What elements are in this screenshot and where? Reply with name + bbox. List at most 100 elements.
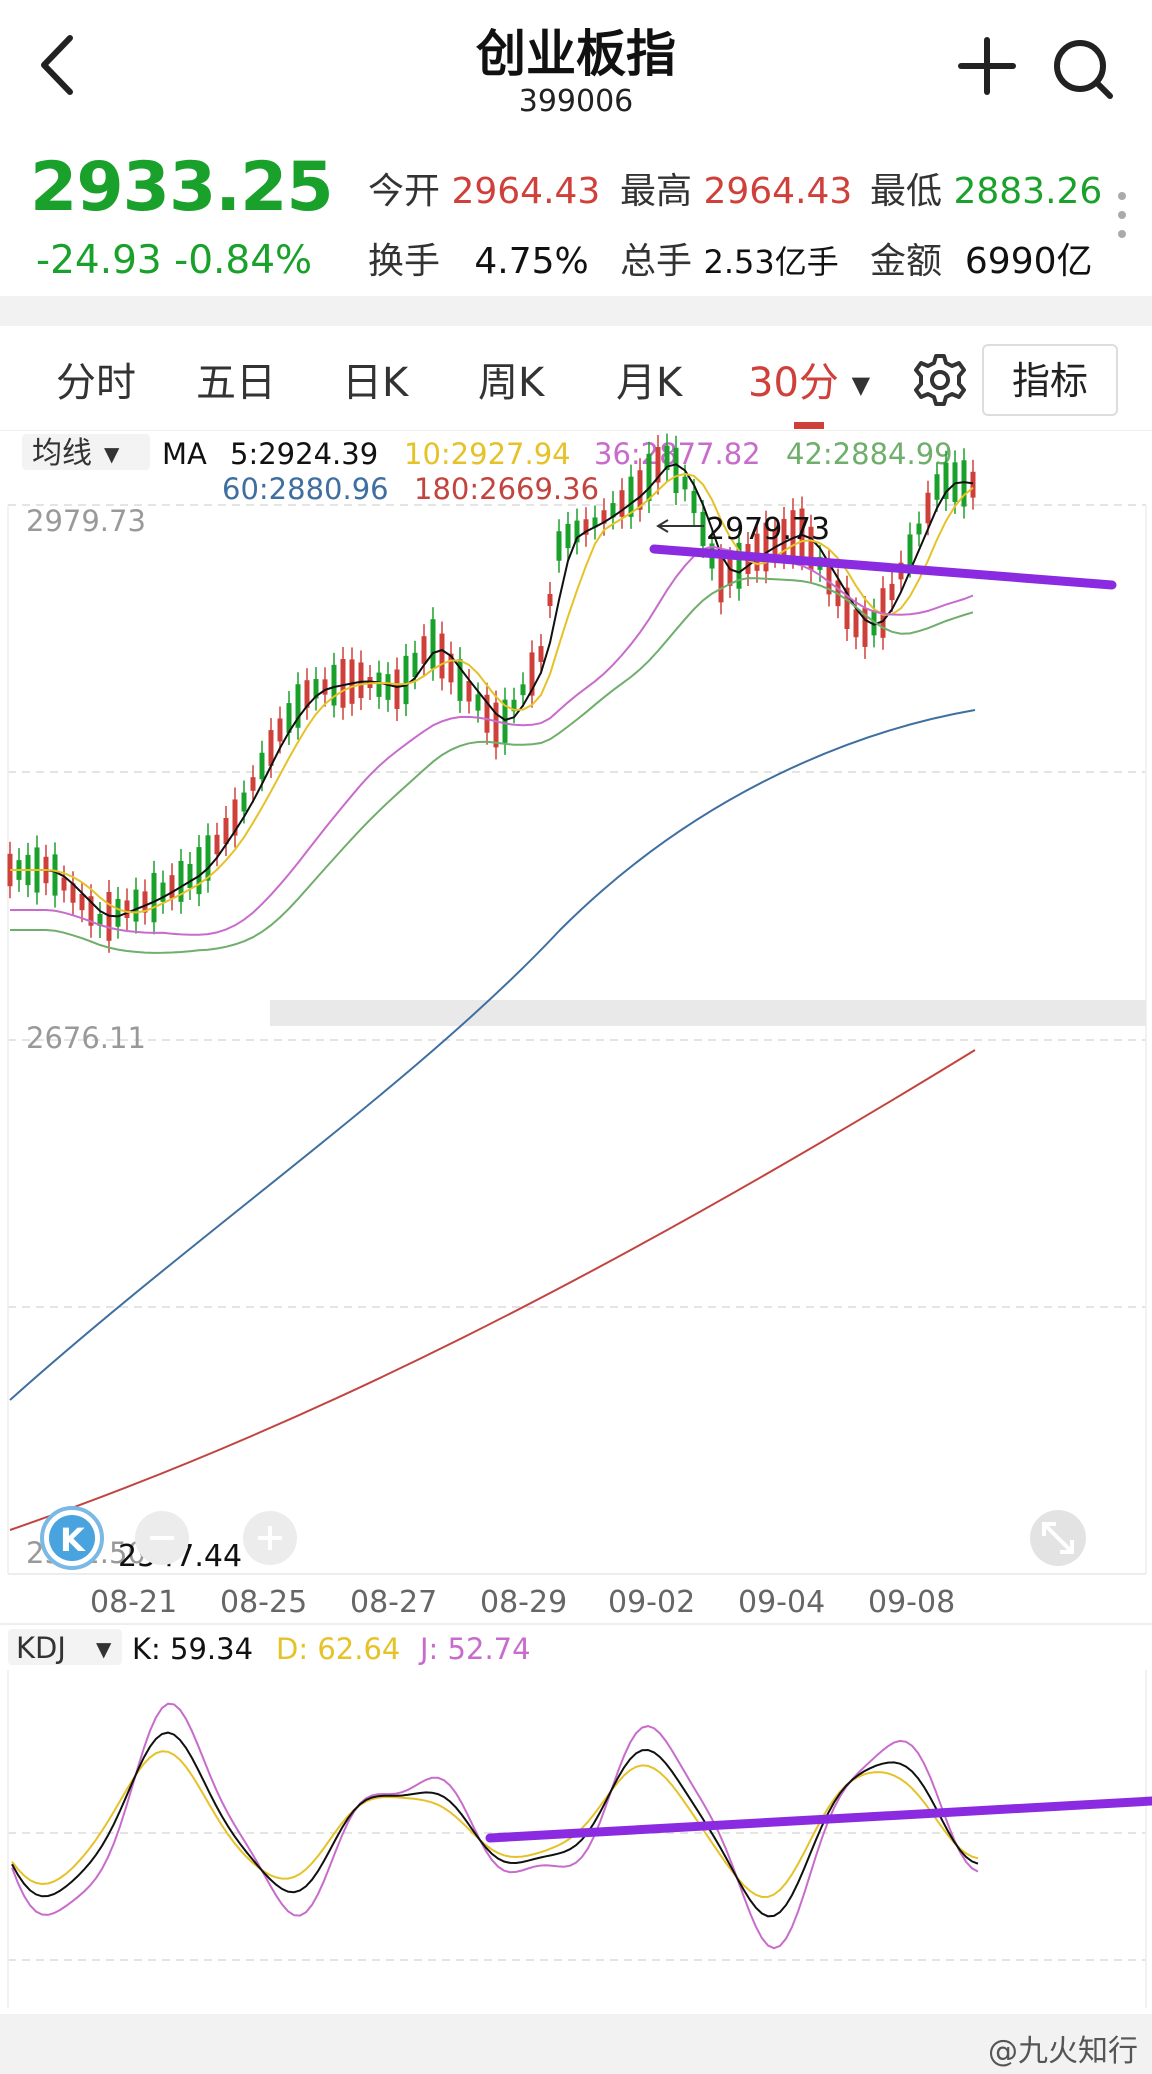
candle-body <box>259 752 265 780</box>
candle-body <box>475 694 481 711</box>
tab-daily-k[interactable]: 日K <box>342 360 409 406</box>
change-value: -24.93 <box>36 238 162 283</box>
ma42-line <box>10 577 974 954</box>
candle-body <box>250 777 256 791</box>
volume-stat: 总手 2.53亿手 <box>620 232 839 284</box>
kdj-k-value: K: 59.34 <box>132 1632 253 1666</box>
period-tabs: 分时 五日 日K 周K 月K 30分 ▼ 指标 <box>0 326 1152 431</box>
volume-value: 2.53亿手 <box>703 243 839 281</box>
candle-body <box>727 559 733 586</box>
price-grid <box>8 504 1146 1308</box>
turnover-value: 4.75% <box>474 241 589 282</box>
candle-body <box>412 652 418 678</box>
candle-body <box>862 608 868 647</box>
kdj-grid <box>8 1832 1146 1961</box>
candle-body <box>376 672 382 697</box>
svg-text:K: K <box>60 1521 86 1559</box>
candle-body <box>151 872 157 923</box>
kline-chart[interactable]: 均线 ▼ MA 5:2924.39 10:2927.94 36:2877.82 … <box>0 430 1152 2014</box>
candle-body <box>70 883 76 903</box>
ma180-line <box>9 1049 976 1531</box>
candle-body <box>529 652 535 696</box>
tab-intraday[interactable]: 分时 <box>56 360 136 406</box>
search-icon[interactable] <box>1048 34 1116 102</box>
kdj-lines <box>11 1702 979 1950</box>
kdj-k-line <box>11 1731 979 1918</box>
candle-body <box>646 453 652 502</box>
candle-body <box>430 619 436 669</box>
candle-body <box>538 646 544 662</box>
candle-body <box>772 529 778 556</box>
candle-body <box>547 593 553 607</box>
candle-body <box>88 896 94 926</box>
plus-icon[interactable] <box>955 34 1019 98</box>
x-axis-labels: 08-21 08-25 08-27 08-29 09-02 09-04 09-0… <box>90 1585 955 1620</box>
amount-stat: 金额 6990亿 <box>870 232 1093 284</box>
highlight-band <box>270 1000 1146 1026</box>
ma-label: MA <box>162 437 207 471</box>
more-vertical-icon[interactable] <box>1112 190 1132 240</box>
candle-body <box>754 533 760 571</box>
candle-body <box>664 445 670 470</box>
candle-body <box>673 447 679 494</box>
candles <box>7 433 976 953</box>
candle-body <box>178 860 184 902</box>
candle-body <box>889 583 895 601</box>
page-title: 创业板指 <box>476 25 676 83</box>
ma60-line <box>9 709 976 1401</box>
ma10-line <box>10 472 974 914</box>
gear-icon[interactable] <box>912 352 968 408</box>
kdj-legend: KDJ ▼ K: 59.34 D: 62.64 J: 52.74 <box>8 1629 531 1666</box>
candle-body <box>304 680 310 708</box>
back-arrow-icon[interactable] <box>30 30 90 100</box>
candle-body <box>286 703 292 733</box>
candle-body <box>970 471 976 498</box>
expand-icon[interactable] <box>1030 1510 1086 1566</box>
ma42-value: 42:2884.99 <box>786 437 953 471</box>
tab-monthly-k[interactable]: 月K <box>616 360 683 406</box>
index-code: 399006 <box>518 84 634 119</box>
kdj-j-line <box>11 1702 979 1950</box>
zoom-in-icon[interactable] <box>243 1511 297 1565</box>
candle-body <box>466 680 472 702</box>
candle-body <box>565 523 571 549</box>
tab-30min[interactable]: 30分 ▼ <box>748 350 870 408</box>
kdj-selector[interactable]: KDJ <box>16 1631 66 1665</box>
indicator-button[interactable]: 指标 <box>982 344 1118 416</box>
candle-body <box>781 518 787 558</box>
x-label: 09-04 <box>738 1585 825 1620</box>
last-price: 2933.25 <box>30 148 334 227</box>
candle-body <box>313 679 319 699</box>
kdj-d-line <box>11 1750 979 1899</box>
candle-body <box>349 659 355 704</box>
quote-panel: 2933.25 -24.93 -0.84% 今开 2964.43 最高 2964… <box>0 140 1152 290</box>
tab-five-day[interactable]: 五日 <box>196 360 276 406</box>
candle-body <box>853 609 859 638</box>
candle-body <box>160 882 166 902</box>
zoom-out-icon[interactable] <box>135 1511 189 1565</box>
tab-30min-label: 30分 <box>748 360 839 406</box>
candle-body <box>520 684 526 696</box>
candle-body <box>205 835 211 881</box>
candle-body <box>943 462 949 500</box>
ma-selector[interactable]: 均线 <box>32 436 92 471</box>
x-label: 09-02 <box>608 1585 695 1620</box>
candle-body <box>115 898 121 927</box>
active-tab-indicator <box>794 422 824 429</box>
candle-body <box>484 694 490 733</box>
candle-body <box>232 799 238 836</box>
ma60-value: 60:2880.96 <box>222 472 389 506</box>
candle-body <box>763 522 769 572</box>
x-label: 08-29 <box>480 1585 567 1620</box>
tab-weekly-k[interactable]: 周K <box>478 360 545 406</box>
candle-body <box>295 684 301 728</box>
kline-logo-icon[interactable]: K <box>40 1506 104 1570</box>
y-label-top: 2979.73 <box>26 504 146 538</box>
open-value: 2964.43 <box>451 171 601 212</box>
candle-body <box>511 699 517 712</box>
candle-body <box>700 511 706 547</box>
low-stat: 最低 2883.26 <box>870 162 1102 214</box>
x-label: 08-25 <box>220 1585 307 1620</box>
low-value: 2883.26 <box>953 171 1103 212</box>
candle-body <box>331 664 337 706</box>
